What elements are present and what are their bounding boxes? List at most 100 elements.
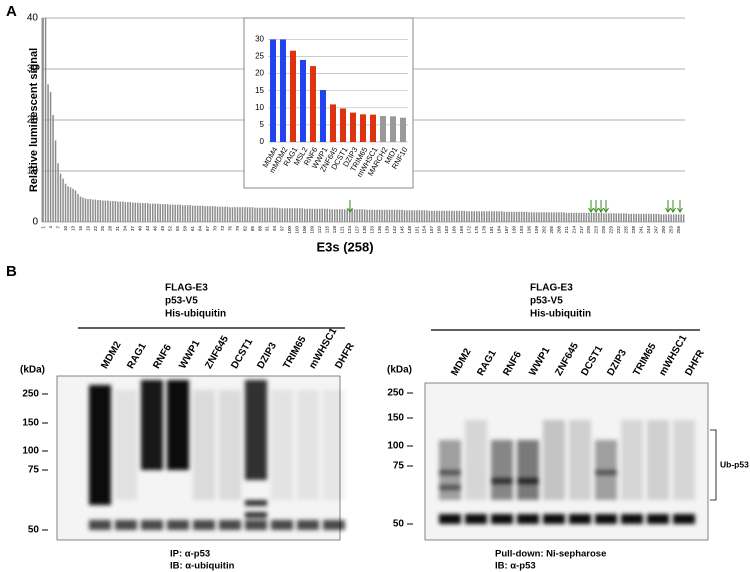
x-tick-label: 223 (594, 226, 599, 234)
smear (621, 420, 643, 500)
bar (588, 212, 590, 222)
bar (620, 213, 623, 222)
x-tick-label: 202 (541, 226, 546, 234)
x-tick-label: 148 (407, 226, 412, 234)
bar (340, 108, 346, 142)
x-tick-label: 187 (504, 226, 509, 234)
bar (667, 214, 670, 222)
x-tick-label: 118 (332, 226, 337, 234)
bar (595, 212, 598, 222)
bar (318, 208, 321, 222)
x-tick-label: 67 (205, 226, 210, 232)
bar (488, 211, 490, 222)
header-text: p53-V5 (530, 296, 563, 307)
smear (323, 390, 345, 500)
blot-bands (89, 380, 345, 530)
bar (466, 211, 468, 222)
header-text: His-ubiquitin (165, 309, 226, 320)
smear (89, 385, 111, 505)
band (439, 485, 461, 490)
bar (593, 212, 595, 222)
bar (441, 210, 443, 222)
bar (209, 206, 211, 222)
band (245, 512, 267, 518)
x-tick-label: 46 (153, 226, 158, 232)
bar (296, 208, 299, 222)
y-tick-label: 20 (27, 115, 39, 126)
x-tick-label: 1 (40, 226, 45, 229)
x-tick-label: 37 (130, 226, 135, 232)
bar (289, 208, 291, 222)
bar (270, 39, 276, 142)
smear (647, 420, 669, 500)
bar (530, 212, 533, 222)
marker-label: 75 (393, 461, 405, 472)
bar (99, 200, 102, 222)
bar (320, 90, 326, 142)
bar (563, 212, 565, 222)
bar (201, 205, 204, 222)
x-tick-label: 43 (145, 226, 150, 232)
bar (186, 205, 189, 222)
bar (421, 210, 423, 222)
bar (323, 208, 326, 222)
x-tick-label: 178 (482, 226, 487, 234)
x-tick-label: 97 (280, 226, 285, 232)
bar (388, 209, 391, 222)
bar (269, 207, 271, 222)
bar (284, 208, 286, 222)
bar (59, 173, 62, 222)
bar (331, 209, 333, 222)
bar (77, 193, 79, 222)
bar (246, 207, 249, 222)
bar (378, 209, 381, 222)
bar (662, 214, 665, 222)
y-tick-label: 25 (255, 52, 264, 61)
bar (309, 208, 311, 222)
bar (493, 211, 495, 222)
bar (234, 207, 236, 222)
bar (490, 211, 493, 222)
bar (458, 210, 461, 222)
lane-label: TRIM65 (281, 334, 309, 371)
band (141, 520, 163, 530)
bar (64, 183, 67, 222)
lane-label: TRIM65 (631, 341, 659, 378)
x-tick-label: 85 (250, 226, 255, 232)
bar (152, 203, 154, 222)
x-tick-label: 16 (78, 226, 83, 232)
bar (47, 84, 49, 222)
bar (216, 206, 219, 222)
bar (159, 204, 161, 222)
bar (376, 209, 378, 222)
marker-label: 100 (387, 441, 404, 452)
bar (535, 212, 538, 222)
x-tick-label: 100 (287, 226, 292, 234)
bar (655, 213, 657, 222)
unit-label: (kDa) (20, 365, 45, 376)
bar (548, 212, 550, 222)
lane-label: RNF6 (151, 342, 174, 370)
bar (600, 212, 603, 222)
lane-label: MDM2 (99, 339, 123, 370)
x-tick-label: 217 (579, 226, 584, 234)
x-tick-label: 49 (160, 226, 165, 232)
bracket (710, 429, 717, 501)
band (595, 514, 617, 524)
band (439, 470, 461, 475)
bar (368, 209, 371, 222)
smear (543, 420, 565, 500)
bracket-label: Ub-p53 (720, 459, 749, 469)
bar (640, 213, 642, 222)
bar (433, 210, 436, 222)
bar (256, 207, 259, 222)
bar (62, 178, 64, 222)
x-tick-label: 154 (422, 226, 427, 234)
y-tick-label: 5 (260, 120, 265, 129)
bar (119, 201, 122, 222)
x-tick-label: 142 (392, 226, 397, 234)
x-tick-label: 82 (242, 226, 247, 232)
bar (411, 210, 413, 222)
bar (274, 207, 276, 222)
